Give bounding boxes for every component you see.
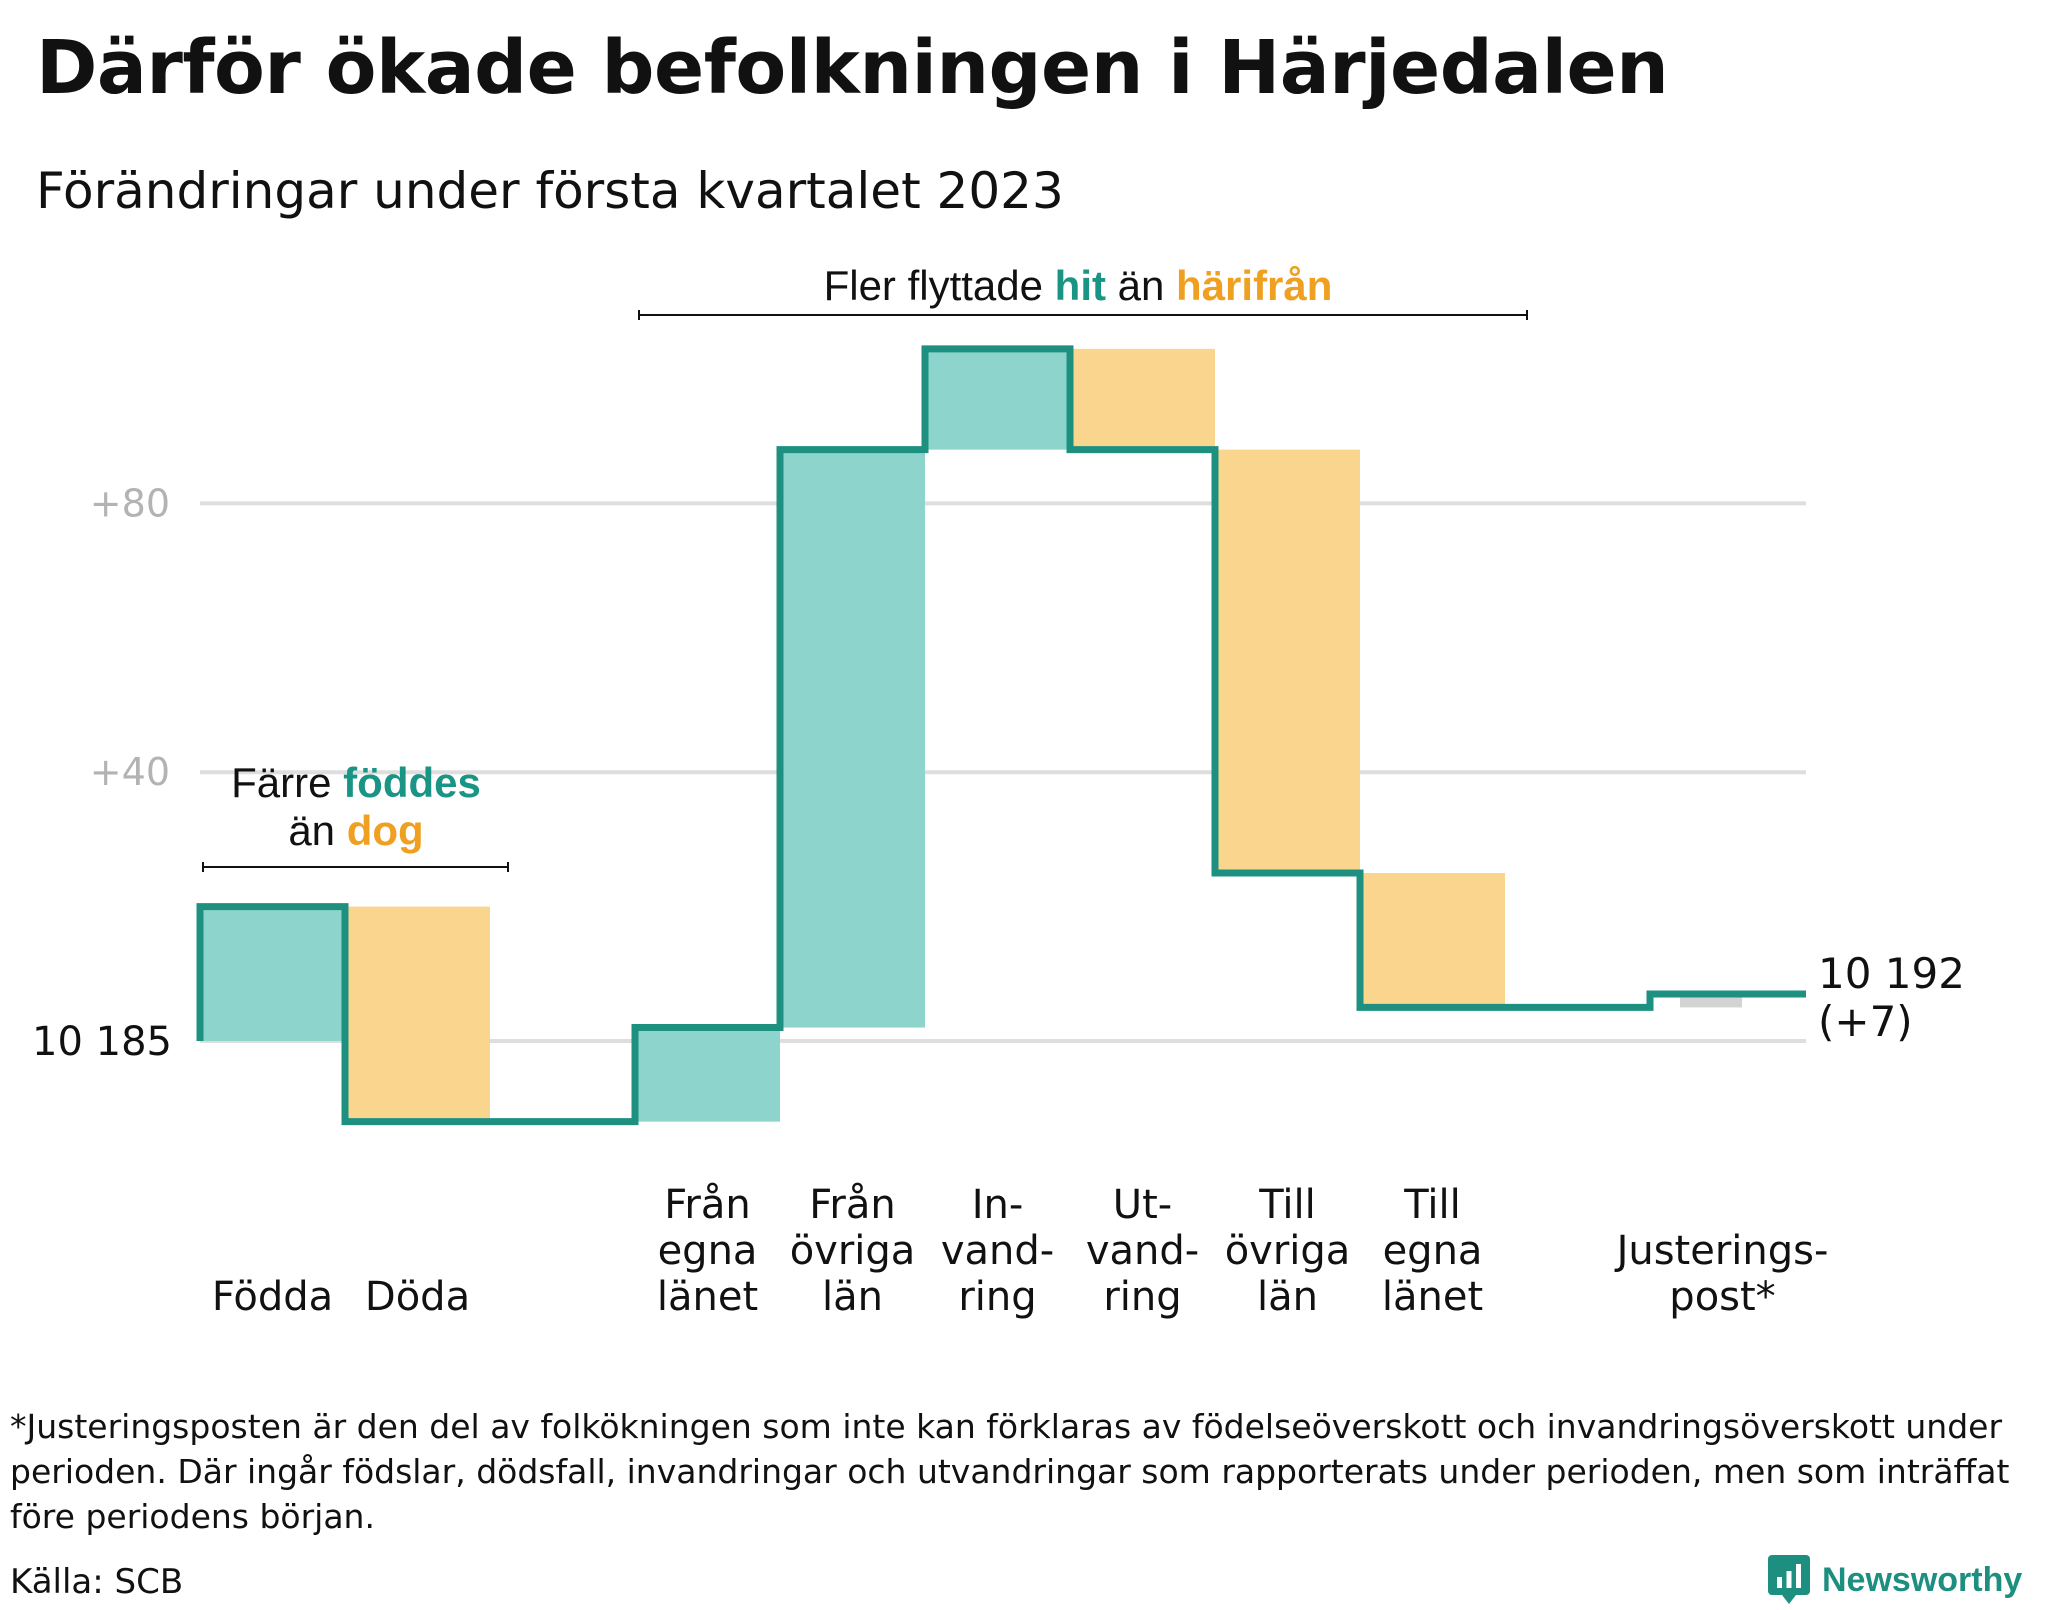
category-label: övriga [1225, 1228, 1351, 1274]
category-label: ring [958, 1274, 1036, 1320]
line-layer [196, 345, 1806, 1126]
bar-layer [200, 348, 1742, 1122]
annotation-highlight-dog: dog [347, 807, 424, 854]
y-tick-label: +40 [90, 750, 170, 794]
annotation-births-deaths-line2: än dog [288, 807, 423, 854]
chart-title: Därför ökade befolkningen i Härjedalen [36, 25, 1669, 111]
category-label: ring [1103, 1274, 1181, 1320]
category-label: Till [1403, 1182, 1461, 1228]
footnote: *Justeringsposten är den del av folkökni… [10, 1407, 2010, 1536]
bar [1360, 873, 1505, 1008]
newsworthy-logo-icon [1768, 1555, 1810, 1604]
label-layer: Födda DödaFrånegnalänetFrånövrigalänIn-va… [212, 1182, 1829, 1320]
category-label: vand- [1086, 1228, 1199, 1274]
category-label: Från [809, 1182, 895, 1228]
annotation-highlight-hit: hit [1055, 262, 1106, 309]
category-label: vand- [941, 1228, 1054, 1274]
category-label: Till [1258, 1182, 1316, 1228]
end-value-change-label: (+7) [1818, 997, 1913, 1046]
annotation-births-deaths-line1: Färre föddes [231, 759, 481, 806]
bar [1070, 348, 1215, 450]
bar [1215, 449, 1360, 873]
annotation-highlight-harifran: härifrån [1176, 262, 1332, 309]
source-label: Källa: SCB [10, 1562, 184, 1602]
annotation-migration-text: Fler flyttade hit än härifrån [824, 262, 1333, 309]
annotation-births-deaths: Färre föddes än dog [202, 759, 509, 872]
cumulative-step-line [196, 345, 1806, 1126]
annotation-bracket-births-deaths [202, 862, 509, 872]
category-label: län [1257, 1274, 1318, 1320]
bar [200, 906, 345, 1041]
category-label: Födda [212, 1274, 333, 1320]
annotation-bracket-migration [638, 310, 1528, 320]
category-label: länet [1382, 1274, 1483, 1320]
waterfall-chart: 10 185+40+80 Födda DödaFrånegnalänetFrånö… [32, 262, 1965, 1320]
annotation-highlight-fodde: föddes [343, 759, 481, 806]
category-label: länet [657, 1274, 758, 1320]
category-label: In- [972, 1182, 1024, 1228]
brand-logo[interactable]: Newsworthy [1768, 1550, 2022, 1610]
y-tick-label-base: 10 185 [32, 1019, 172, 1065]
bar [635, 1027, 780, 1122]
category-label: län [822, 1274, 883, 1320]
category-label: Ut- [1113, 1182, 1172, 1228]
bar [780, 449, 925, 1028]
category-label: post* [1669, 1274, 1775, 1320]
category-label: Från [664, 1182, 750, 1228]
category-label: Justerings- [1614, 1228, 1829, 1274]
y-tick-label: +80 [90, 481, 170, 525]
category-label: övriga [790, 1228, 916, 1274]
brand-name: Newsworthy [1822, 1560, 2023, 1599]
annotation-migration: Fler flyttade hit än härifrån [638, 262, 1528, 320]
bar [345, 906, 490, 1122]
category-label: egna [1383, 1228, 1483, 1274]
chart-subtitle: Förändringar under första kvartalet 2023 [36, 162, 1064, 220]
end-value-label: 10 192 [1818, 949, 1965, 998]
bar [925, 348, 1070, 450]
category-label: egna [658, 1228, 758, 1274]
category-label: Döda [365, 1274, 470, 1320]
